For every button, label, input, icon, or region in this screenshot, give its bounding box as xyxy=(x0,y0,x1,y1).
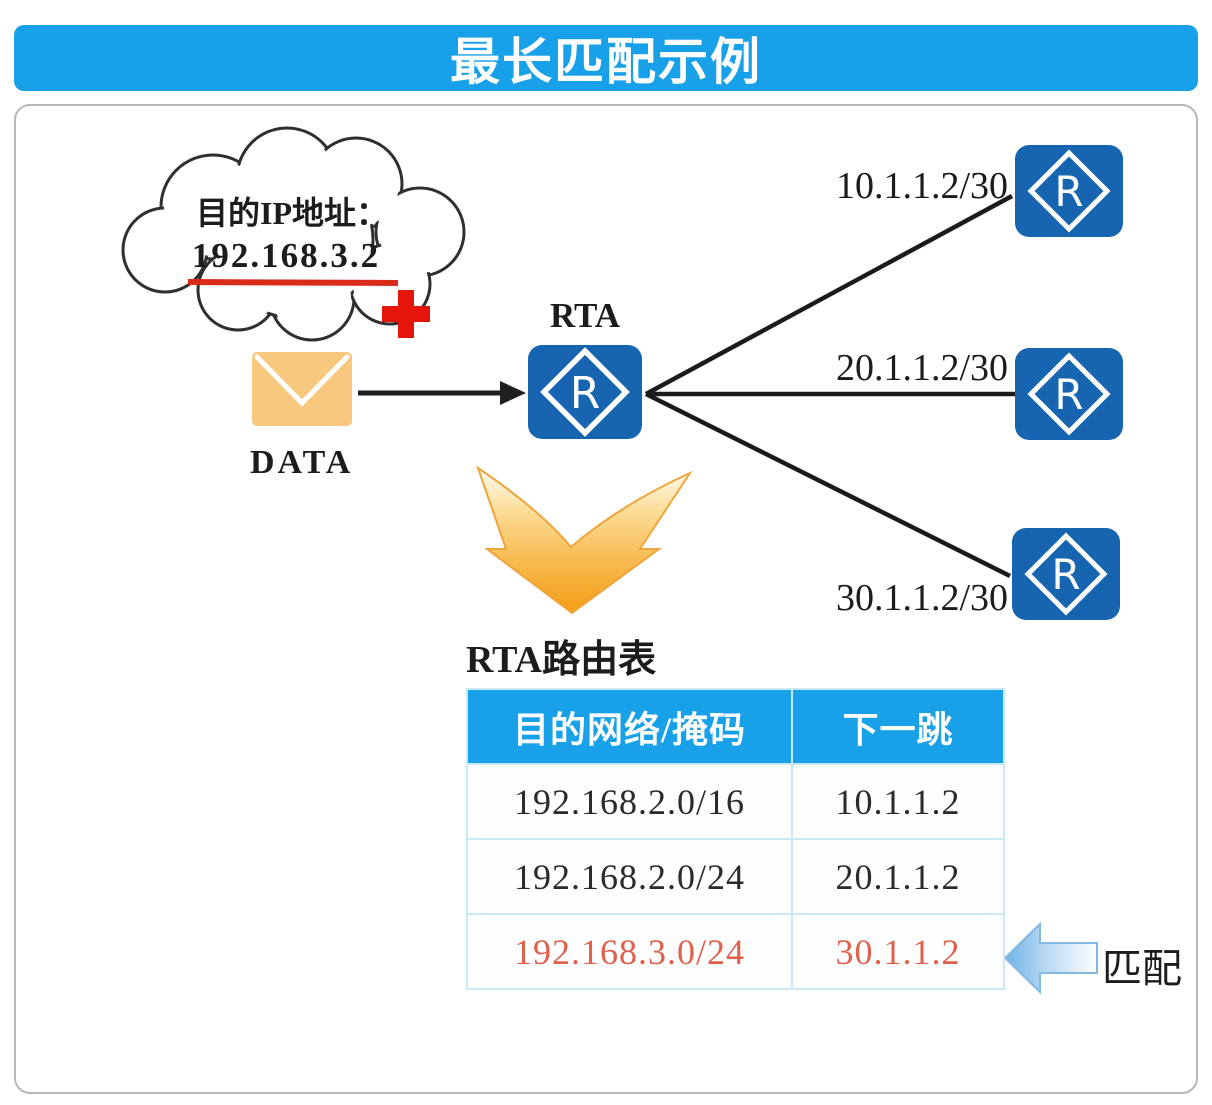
routing-table-title: RTA路由表 xyxy=(466,639,657,681)
table-row: 192.168.2.0/16 10.1.1.2 xyxy=(466,763,1005,840)
link-label-20-1-1-2: 20.1.1.2/30 xyxy=(835,347,1008,389)
cell-next-hop: 20.1.1.2 xyxy=(791,838,1005,915)
cell-dest-network: 192.168.3.0/24 xyxy=(466,913,793,990)
routing-table: 目的网络/掩码 下一跳 192.168.2.0/16 10.1.1.2 192.… xyxy=(466,688,1005,990)
title-bar: 最长匹配示例 xyxy=(14,25,1198,91)
cloud-dest-ip-value: 192.168.3.2 xyxy=(191,236,381,275)
table-row-matched: 192.168.3.0/24 30.1.1.2 xyxy=(466,913,1005,990)
routing-table-header-row: 目的网络/掩码 下一跳 xyxy=(466,688,1005,765)
link-label-30-1-1-2: 30.1.1.2/30 xyxy=(835,577,1008,619)
routing-table-grid: 目的网络/掩码 下一跳 192.168.2.0/16 10.1.1.2 192.… xyxy=(466,688,1005,990)
packet-data-label: DATA xyxy=(250,444,354,481)
column-header-next-hop: 下一跳 xyxy=(791,688,1005,765)
cell-next-hop: 30.1.1.2 xyxy=(791,913,1005,990)
column-header-dest-network: 目的网络/掩码 xyxy=(466,688,793,765)
table-row: 192.168.2.0/24 20.1.1.2 xyxy=(466,838,1005,915)
cell-next-hop: 10.1.1.2 xyxy=(791,763,1005,840)
cell-dest-network: 192.168.2.0/16 xyxy=(466,763,793,840)
match-label: 匹配 xyxy=(1102,946,1182,991)
page-title: 最长匹配示例 xyxy=(450,34,762,90)
cloud-dest-ip-caption: 目的IP地址： xyxy=(195,195,388,231)
router-rta-label: RTA xyxy=(549,296,621,335)
cell-dest-network: 192.168.2.0/24 xyxy=(466,838,793,915)
link-label-10-1-1-2: 10.1.1.2/30 xyxy=(835,165,1008,207)
